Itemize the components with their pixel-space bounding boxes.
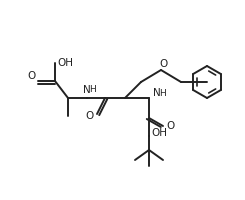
Text: O: O bbox=[166, 121, 174, 131]
Text: N: N bbox=[83, 85, 91, 95]
Text: H: H bbox=[159, 88, 165, 98]
Text: H: H bbox=[89, 86, 95, 95]
Text: O: O bbox=[27, 71, 35, 81]
Text: N: N bbox=[153, 88, 161, 98]
Text: OH: OH bbox=[57, 58, 73, 68]
Text: O: O bbox=[85, 111, 93, 121]
Text: O: O bbox=[159, 59, 167, 69]
Text: OH: OH bbox=[151, 128, 167, 138]
